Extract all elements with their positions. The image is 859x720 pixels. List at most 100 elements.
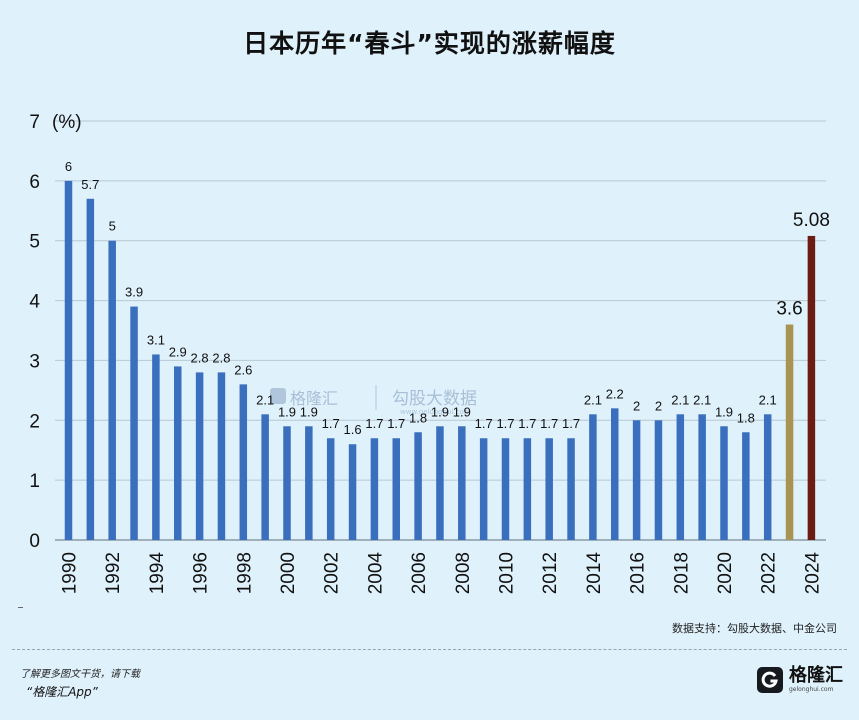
value-label-2018: 2.1: [671, 392, 689, 407]
y-tick-label: 6: [29, 172, 40, 193]
value-label-2021: 1.8: [737, 410, 755, 425]
x-tick-label-2020: 2020: [715, 552, 736, 594]
bar-1995: [174, 366, 182, 540]
bar-2019: [698, 414, 706, 540]
brand-logo-block[interactable]: 格隆汇 gelonghui.com: [757, 665, 843, 695]
promo-text: 了解更多图文干货，请下载: [20, 669, 140, 680]
bar-2017: [654, 420, 663, 540]
value-label-2002: 1.7: [322, 416, 340, 431]
value-label-2001: 1.9: [300, 404, 318, 419]
bar-2002: [326, 438, 335, 540]
value-label-1991: 5.7: [81, 177, 99, 192]
bar-1998: [239, 384, 248, 540]
value-label-1998: 2.6: [234, 362, 252, 377]
bar-2022: [763, 414, 772, 540]
value-label-2003: 1.6: [344, 422, 362, 437]
y-unit-label: (%): [52, 112, 82, 133]
bar-2020: [720, 426, 728, 540]
value-label-2023: 3.6: [776, 299, 802, 320]
value-label-1996: 2.8: [191, 350, 209, 365]
x-tick-label-2024: 2024: [802, 552, 823, 595]
x-tick-label-2016: 2016: [628, 552, 649, 594]
bar-1992: [108, 240, 116, 540]
bar-2023: [785, 324, 794, 540]
value-label-1992: 5: [109, 219, 116, 234]
brand-name: 格隆汇: [789, 665, 843, 686]
bar-2006: [414, 432, 422, 540]
bar-2000: [283, 426, 291, 540]
value-label-2010: 1.7: [496, 416, 514, 431]
y-tick-label: 2: [29, 411, 40, 432]
bar-2003: [348, 444, 357, 540]
x-tick-label-1990: 1990: [60, 552, 81, 594]
bar-1993: [130, 306, 138, 540]
bar-2021: [742, 432, 750, 540]
x-tick-label-2008: 2008: [453, 552, 474, 594]
x-tick-label-2022: 2022: [759, 552, 780, 594]
x-tick-label-1998: 1998: [234, 552, 255, 594]
watermark-brand: 格隆汇: [290, 389, 338, 408]
x-tick-label-2018: 2018: [671, 552, 692, 594]
data-source: 数据支持：勾股大数据、中金公司: [672, 622, 837, 635]
y-tick-label: 4: [29, 292, 40, 313]
bar-2005: [392, 438, 400, 540]
y-tick-label: 0: [29, 531, 40, 552]
promo-app-name: “格隆汇App”: [26, 685, 98, 699]
stray-tick: [18, 607, 23, 608]
x-tick-label-2010: 2010: [497, 552, 518, 594]
value-label-2019: 2.1: [693, 392, 711, 407]
value-label-2017: 2: [655, 398, 662, 413]
x-tick-label-1992: 1992: [103, 552, 124, 594]
value-label-1995: 2.9: [169, 344, 187, 359]
x-tick-label-2000: 2000: [278, 552, 299, 594]
value-label-1999: 2.1: [256, 392, 274, 407]
bar-2014: [589, 414, 597, 540]
bar-2018: [676, 414, 685, 540]
bar-2007: [436, 426, 444, 540]
value-label-2022: 2.1: [759, 392, 777, 407]
bar-1999: [261, 414, 269, 540]
value-label-2008: 1.9: [453, 404, 471, 419]
value-label-2007: 1.9: [431, 404, 449, 419]
x-tick-label-1994: 1994: [147, 552, 168, 595]
bar-2012: [545, 438, 553, 540]
bar-2009: [479, 438, 488, 540]
bar-1997: [217, 372, 226, 540]
bar-2013: [567, 438, 575, 540]
value-label-2006: 1.8: [409, 410, 427, 425]
x-tick-label-2004: 2004: [365, 552, 386, 595]
brand-url: gelonghui.com: [789, 686, 834, 693]
y-tick-label: 5: [29, 232, 40, 253]
value-label-1994: 3.1: [147, 332, 165, 347]
bar-2010: [501, 438, 510, 540]
value-label-2000: 1.9: [278, 404, 296, 419]
watermark-logo-icon: [270, 388, 286, 404]
value-label-2015: 2.2: [606, 386, 624, 401]
value-label-2011: 1.7: [518, 416, 536, 431]
value-label-2012: 1.7: [540, 416, 558, 431]
bar-1990: [64, 180, 73, 540]
value-label-2016: 2: [633, 398, 640, 413]
bar-1996: [195, 372, 204, 540]
value-label-1993: 3.9: [125, 285, 143, 300]
value-label-2004: 1.7: [365, 416, 383, 431]
value-label-2020: 1.9: [715, 404, 733, 419]
bar-2011: [523, 438, 532, 540]
x-tick-label-2002: 2002: [322, 552, 343, 594]
y-tick-label: 1: [29, 471, 40, 492]
bar-2008: [458, 426, 466, 540]
value-label-2024: 5.08: [793, 210, 830, 231]
watermark-url: www.gelonghui.com: [400, 408, 471, 416]
x-tick-label-1996: 1996: [191, 552, 212, 594]
bar-2024: [807, 235, 816, 540]
x-tick-label-2006: 2006: [409, 552, 430, 594]
bar-2004: [370, 438, 379, 540]
chart-title: 日本历年“春斗”实现的涨薪幅度: [243, 29, 616, 58]
bar-1991: [86, 198, 95, 541]
value-label-2013: 1.7: [562, 416, 580, 431]
brand-g-icon: [757, 667, 783, 693]
bar-2001: [305, 426, 313, 540]
y-tick-label: 3: [29, 351, 40, 372]
watermark-partner: 勾股大数据: [392, 389, 477, 409]
